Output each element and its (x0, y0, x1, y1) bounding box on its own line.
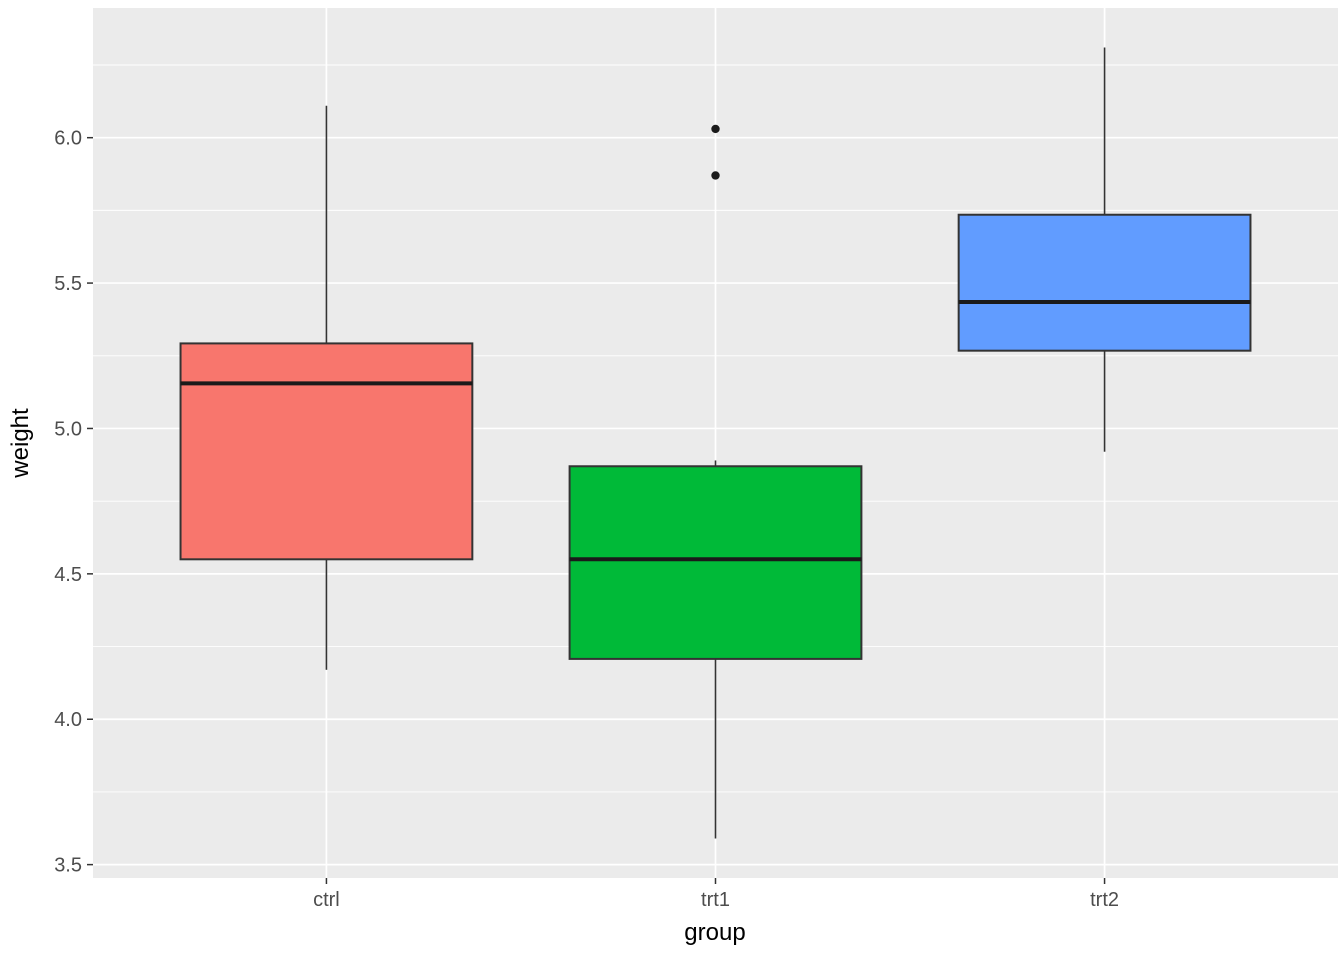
y-tick-label: 3.5 (54, 855, 82, 877)
y-tick-label: 4.0 (54, 709, 82, 731)
axis-layer: 3.5 4.0 4.5 5.0 5.5 6.0 ctrl trt1 trt2 (54, 128, 1119, 911)
outlier-point (711, 124, 720, 134)
y-tick-label: 6.0 (54, 128, 82, 150)
y-tick-label: 5.0 (54, 418, 82, 440)
outlier-point (711, 171, 720, 180)
boxplot-ctrl (179, 105, 474, 670)
x-tick-label: trt2 (1090, 889, 1119, 911)
box-rect (179, 342, 474, 561)
box-rect (957, 213, 1252, 352)
y-tick-label: 5.5 (54, 273, 82, 295)
box-rect (568, 465, 863, 660)
boxplot-trt1 (568, 124, 863, 839)
y-axis-title: weight (7, 408, 34, 479)
x-axis-title: group (684, 919, 745, 946)
y-tick-label: 4.5 (54, 564, 82, 586)
boxplot-trt2 (957, 47, 1252, 452)
data-layer (179, 47, 1252, 839)
x-tick-label: ctrl (313, 889, 340, 911)
x-tick-label: trt1 (701, 889, 730, 911)
